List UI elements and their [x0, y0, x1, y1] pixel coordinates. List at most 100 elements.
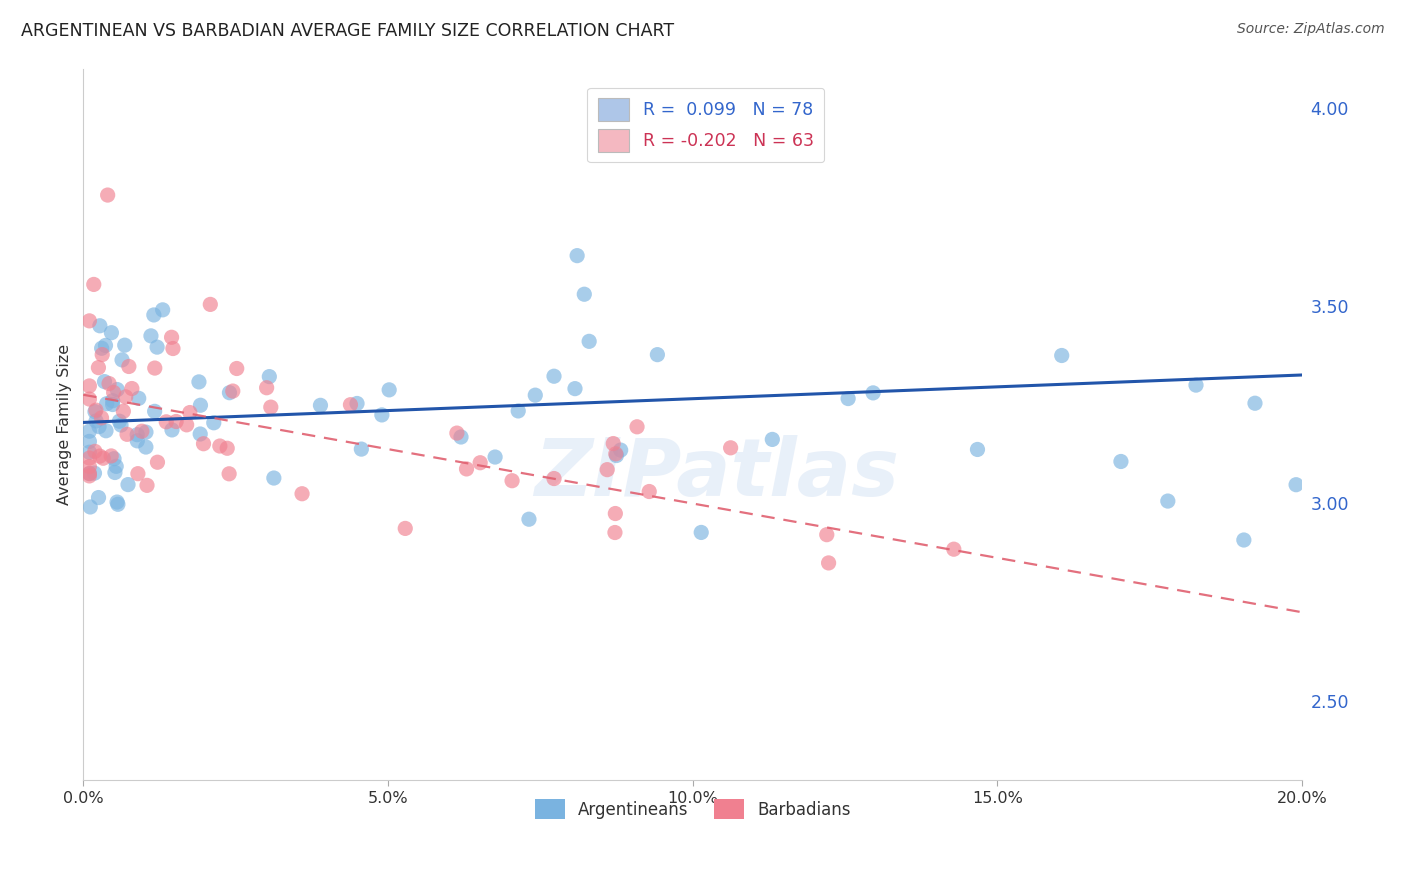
Point: [127, 467, 149, 481]
Point: [94, 424, 117, 438]
Point: [339, 398, 361, 412]
Point: [79, 459, 101, 474]
Point: [484, 450, 506, 464]
Point: [837, 392, 859, 406]
Point: [152, 302, 174, 317]
Point: [91, 348, 114, 362]
Point: [79, 469, 101, 483]
Point: [508, 404, 530, 418]
Point: [609, 443, 631, 458]
Point: [83, 466, 105, 480]
Y-axis label: Average Family Size: Average Family Size: [58, 343, 72, 505]
Point: [87, 491, 110, 505]
Point: [564, 382, 586, 396]
Point: [135, 425, 157, 439]
Point: [524, 388, 547, 402]
Point: [862, 385, 884, 400]
Point: [291, 487, 314, 501]
Point: [90, 410, 112, 425]
Point: [309, 398, 332, 412]
Point: [160, 330, 183, 344]
Point: [155, 415, 177, 429]
Point: [87, 419, 110, 434]
Point: [108, 414, 131, 428]
Point: [100, 449, 122, 463]
Point: [128, 392, 150, 406]
Point: [79, 434, 101, 449]
Point: [605, 507, 627, 521]
Point: [720, 441, 742, 455]
Point: [1285, 477, 1308, 491]
Point: [596, 463, 619, 477]
Point: [966, 442, 988, 457]
Point: [135, 440, 157, 454]
Point: [446, 426, 468, 441]
Point: [105, 383, 128, 397]
Point: [121, 382, 143, 396]
Text: Source: ZipAtlas.com: Source: ZipAtlas.com: [1237, 22, 1385, 37]
Point: [256, 381, 278, 395]
Point: [105, 459, 128, 474]
Point: [942, 542, 965, 557]
Point: [605, 449, 627, 463]
Point: [605, 447, 627, 461]
Point: [378, 383, 401, 397]
Point: [114, 338, 136, 352]
Point: [101, 397, 124, 411]
Point: [176, 417, 198, 432]
Point: [450, 430, 472, 444]
Point: [543, 471, 565, 485]
Point: [574, 287, 596, 301]
Point: [89, 318, 111, 333]
Point: [1185, 378, 1208, 392]
Point: [217, 442, 239, 456]
Point: [165, 415, 187, 429]
Point: [117, 477, 139, 491]
Point: [761, 433, 783, 447]
Point: [394, 521, 416, 535]
Point: [96, 397, 118, 411]
Point: [179, 406, 201, 420]
Point: [647, 348, 669, 362]
Point: [107, 497, 129, 511]
Point: [202, 416, 225, 430]
Point: [517, 512, 540, 526]
Point: [131, 424, 153, 438]
Point: [79, 379, 101, 393]
Text: ZIPatlas: ZIPatlas: [534, 435, 900, 513]
Point: [115, 427, 138, 442]
Point: [110, 418, 132, 433]
Point: [114, 390, 136, 404]
Point: [100, 326, 122, 340]
Point: [79, 314, 101, 328]
Point: [142, 308, 165, 322]
Point: [94, 338, 117, 352]
Point: [90, 341, 112, 355]
Point: [79, 445, 101, 459]
Point: [127, 427, 149, 442]
Point: [79, 392, 101, 406]
Point: [456, 462, 478, 476]
Point: [83, 444, 105, 458]
Point: [103, 451, 125, 466]
Point: [470, 456, 492, 470]
Point: [602, 436, 624, 450]
Point: [84, 414, 107, 428]
Point: [225, 361, 247, 376]
Point: [127, 434, 149, 448]
Point: [103, 385, 125, 400]
Point: [1233, 533, 1256, 547]
Point: [84, 403, 107, 417]
Point: [93, 375, 115, 389]
Point: [143, 404, 166, 418]
Point: [263, 471, 285, 485]
Point: [143, 361, 166, 376]
Point: [1109, 454, 1132, 468]
Point: [187, 375, 209, 389]
Point: [371, 408, 394, 422]
Point: [817, 556, 839, 570]
Point: [543, 369, 565, 384]
Point: [105, 495, 128, 509]
Point: [112, 404, 135, 418]
Point: [79, 500, 101, 514]
